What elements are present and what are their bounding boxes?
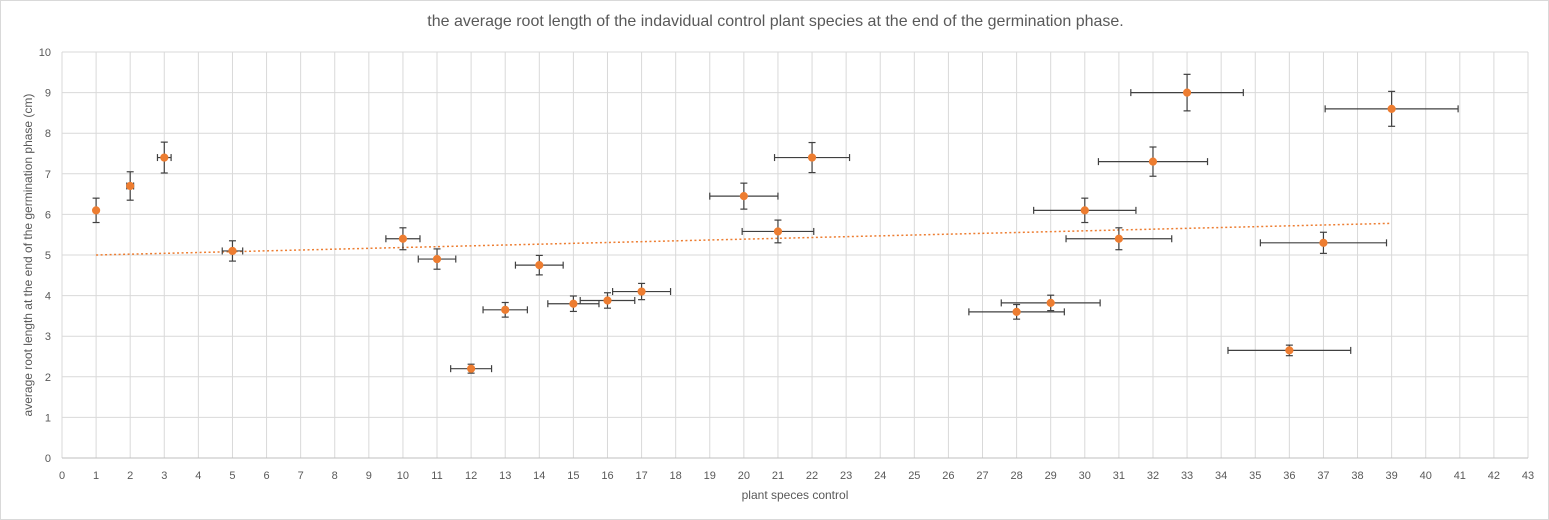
data-points	[91, 88, 1396, 373]
x-tick-label: 38	[1351, 470, 1363, 482]
x-tick-label: 15	[567, 470, 579, 482]
x-tick-label: 39	[1386, 470, 1398, 482]
x-tick-label: 33	[1181, 470, 1193, 482]
data-point	[1285, 346, 1294, 355]
y-tick-label: 4	[45, 291, 51, 303]
x-tick-label: 21	[772, 470, 784, 482]
x-axis-title: plant speces control	[742, 488, 849, 502]
y-tick-label: 10	[39, 47, 51, 59]
data-point	[91, 206, 101, 215]
x-tick-label: 6	[263, 470, 269, 482]
x-tick-label: 7	[298, 470, 304, 482]
x-tick-label: 18	[670, 470, 682, 482]
y-tick-label: 5	[45, 250, 51, 262]
x-tick-label: 43	[1522, 470, 1534, 482]
x-tick-label: 41	[1454, 470, 1466, 482]
data-point	[739, 192, 748, 201]
x-tick-label: 3	[161, 470, 167, 482]
data-point	[501, 305, 510, 314]
x-tick-label: 23	[840, 470, 852, 482]
y-tick-label: 9	[45, 88, 51, 100]
data-point	[1148, 157, 1158, 166]
x-tick-label: 10	[397, 470, 409, 482]
error-bars	[92, 73, 1459, 374]
y-tick-label: 0	[45, 453, 51, 465]
x-tick-label: 29	[1045, 470, 1057, 482]
y-tick-label: 7	[45, 169, 51, 181]
x-tick-label: 0	[59, 470, 65, 482]
y-axis-title: average root length at the end of the ge…	[21, 94, 35, 417]
x-tick-label: 16	[601, 470, 613, 482]
y-tick-label: 6	[45, 209, 51, 221]
data-point	[467, 364, 476, 373]
x-tick-label: 17	[635, 470, 647, 482]
data-point	[603, 296, 612, 305]
data-point	[432, 254, 442, 264]
data-point	[1046, 298, 1055, 308]
x-tick-label: 1	[93, 470, 99, 482]
data-point	[160, 153, 169, 162]
x-tick-label: 9	[366, 470, 372, 482]
x-tick-label: 30	[1079, 470, 1091, 482]
data-point	[535, 261, 544, 270]
data-point	[1319, 238, 1328, 247]
x-tick-label: 12	[465, 470, 477, 482]
data-point	[126, 181, 135, 191]
tick-labels: 0 1 2 3 4 5 6 7 8 9 10 11 12 13 14 15 16 17 18 19 20 21 22 23 24…	[39, 47, 1534, 482]
chart-title: the average root length of the indavidua…	[427, 13, 1124, 30]
x-tick-label: 14	[533, 470, 545, 482]
y-tick-label: 8	[45, 128, 51, 140]
x-tick-label: 32	[1147, 470, 1159, 482]
x-tick-label: 11	[431, 470, 442, 482]
data-point	[228, 246, 237, 256]
x-tick-label: 36	[1283, 470, 1295, 482]
x-tick-label: 27	[976, 470, 988, 482]
data-point	[1114, 234, 1123, 243]
x-tick-label: 31	[1113, 470, 1125, 482]
x-tick-label: 37	[1317, 470, 1329, 482]
y-tick-label: 3	[45, 331, 51, 343]
data-point	[398, 234, 408, 243]
x-tick-label: 25	[908, 470, 920, 482]
data-point	[807, 153, 817, 162]
x-tick-label: 40	[1420, 470, 1432, 482]
data-point	[1080, 206, 1089, 215]
x-tick-label: 4	[195, 470, 201, 482]
x-tick-label: 24	[874, 470, 886, 482]
x-tick-label: 34	[1215, 470, 1227, 482]
y-tick-label: 2	[45, 372, 51, 384]
y-tick-label: 1	[45, 412, 51, 424]
x-tick-label: 20	[738, 470, 750, 482]
x-tick-label: 28	[1010, 470, 1022, 482]
x-tick-label: 35	[1249, 470, 1261, 482]
x-tick-label: 42	[1488, 470, 1500, 482]
data-point	[637, 287, 646, 296]
x-tick-label: 8	[332, 470, 338, 482]
data-point	[773, 227, 783, 236]
data-point	[569, 299, 578, 308]
x-tick-label: 19	[704, 470, 716, 482]
x-tick-label: 26	[942, 470, 954, 482]
grid-lines	[61, 51, 1529, 459]
data-point	[1387, 104, 1396, 113]
x-tick-label: 2	[127, 470, 133, 482]
data-point	[1182, 88, 1192, 97]
x-tick-label: 13	[499, 470, 511, 482]
data-point	[1012, 307, 1021, 316]
x-tick-label: 22	[806, 470, 818, 482]
x-tick-label: 5	[229, 470, 235, 482]
